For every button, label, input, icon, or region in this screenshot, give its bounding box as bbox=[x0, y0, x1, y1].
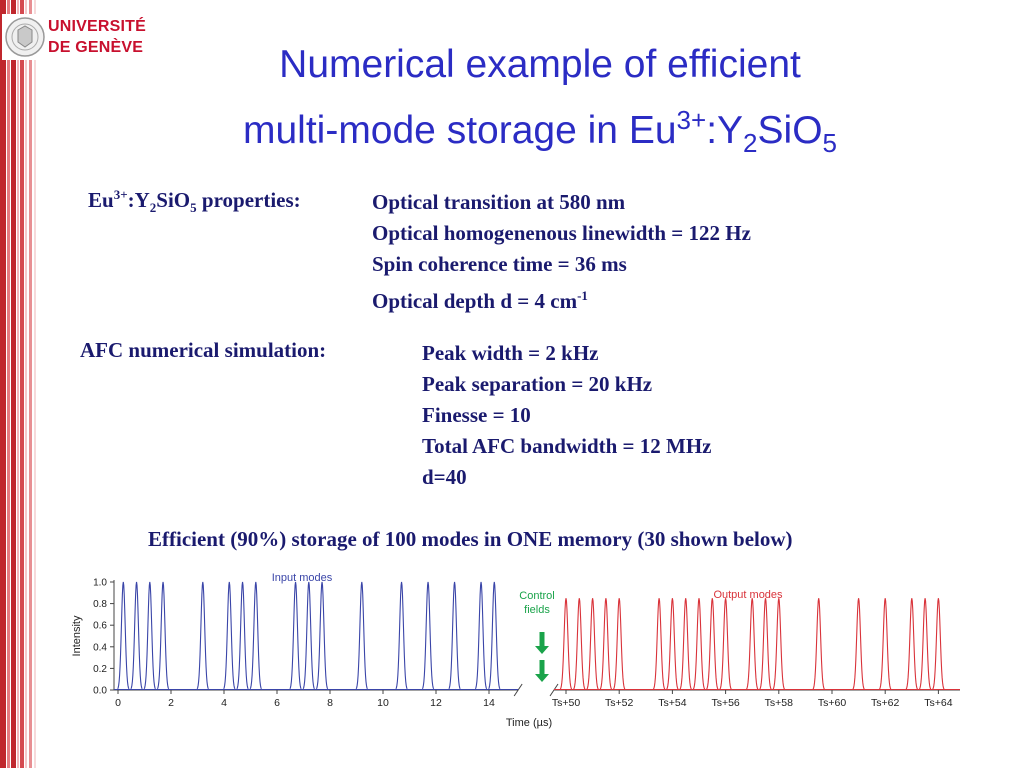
properties-list: Optical transition at 580 nm Optical hom… bbox=[372, 187, 751, 313]
x-tick-label: Ts+58 bbox=[765, 697, 793, 709]
output-modes-label: Output modes bbox=[713, 589, 783, 601]
x-axis-title: Time (µs) bbox=[506, 717, 552, 729]
x-tick-label: 4 bbox=[221, 697, 227, 709]
y-axis-title: Intensity bbox=[71, 615, 83, 656]
mode-peak bbox=[559, 598, 573, 690]
afc-item: Peak separation = 20 kHz bbox=[422, 372, 653, 396]
x-tick-label: 0 bbox=[115, 697, 121, 709]
mode-peak bbox=[302, 581, 315, 689]
control-field-arrow-icon bbox=[535, 632, 549, 654]
mode-peak bbox=[719, 598, 732, 690]
x-tick-label: 10 bbox=[377, 697, 389, 709]
storage-headline: Efficient (90%) storage of 100 modes in … bbox=[148, 527, 793, 551]
slide-title-line-1: Numerical example of efficient bbox=[279, 43, 801, 86]
control-fields-label-line1: Control bbox=[519, 590, 554, 602]
mode-peak bbox=[289, 581, 302, 689]
x-tick-label: Ts+60 bbox=[818, 697, 846, 709]
afc-item: Peak width = 2 kHz bbox=[422, 341, 599, 365]
slide-title-line-2: multi-mode storage in Eu3+:Y2SiO5 bbox=[242, 105, 837, 158]
mode-peak bbox=[905, 598, 918, 690]
afc-label: AFC numerical simulation: bbox=[80, 338, 327, 362]
input-modes-series bbox=[114, 581, 519, 690]
mode-peak bbox=[586, 598, 599, 690]
control-field-arrow-icon bbox=[535, 660, 549, 682]
input-modes-label: Input modes bbox=[272, 572, 333, 584]
control-fields-label-line2: fields bbox=[524, 604, 550, 616]
mode-peak bbox=[249, 581, 262, 689]
mode-peak bbox=[653, 598, 666, 690]
afc-list: Peak width = 2 kHz Peak separation = 20 … bbox=[422, 338, 712, 493]
mode-peak bbox=[573, 598, 586, 690]
mode-peak bbox=[706, 598, 719, 690]
afc-item: Finesse = 10 bbox=[422, 403, 531, 427]
x-tick-label: 12 bbox=[430, 697, 442, 709]
x-tick-label: Ts+56 bbox=[711, 697, 739, 709]
chart-series-layer bbox=[114, 581, 960, 690]
mode-peak bbox=[772, 598, 785, 690]
axis-break-mark bbox=[513, 683, 523, 697]
x-tick-label: 14 bbox=[483, 697, 495, 709]
x-tick-label: Ts+52 bbox=[605, 697, 633, 709]
y-tick-label: 0.2 bbox=[93, 664, 107, 675]
mode-peak bbox=[236, 581, 249, 689]
mode-peak bbox=[223, 581, 236, 689]
afc-item: Total AFC bandwidth = 12 MHz bbox=[422, 434, 712, 458]
property-item: Spin coherence time = 36 ms bbox=[372, 252, 627, 276]
y-tick-label: 0.0 bbox=[93, 686, 107, 697]
x-tick-label: Ts+64 bbox=[924, 697, 952, 709]
chart-labels-layer: 0.0 0.2 0.4 0.6 0.8 1.0 Intensity 0 2 4 6 8 10 12 14 Ts… bbox=[71, 572, 953, 729]
y-tick-label: 1.0 bbox=[93, 578, 107, 589]
mode-peak bbox=[395, 581, 408, 689]
mode-peak bbox=[879, 598, 892, 690]
logo-line-1: UNIVERSITÉ bbox=[48, 18, 147, 35]
x-tick-label: Ts+62 bbox=[871, 697, 899, 709]
mode-peak bbox=[448, 581, 461, 689]
mode-peak bbox=[932, 598, 945, 690]
y-tick-label: 0.8 bbox=[93, 599, 107, 610]
x-tick-label: 2 bbox=[168, 697, 174, 709]
mode-peak bbox=[488, 581, 501, 689]
mode-peak bbox=[692, 598, 706, 690]
mode-peak bbox=[315, 581, 329, 689]
mode-peak bbox=[852, 598, 865, 690]
x-tick-label: Ts+50 bbox=[552, 697, 580, 709]
mode-peak bbox=[759, 598, 772, 690]
mode-peak bbox=[355, 581, 368, 689]
mode-peak bbox=[599, 598, 612, 690]
mode-peak bbox=[613, 598, 626, 690]
mode-peak bbox=[196, 581, 209, 689]
decorative-side-stripes bbox=[0, 0, 44, 768]
mode-peak bbox=[143, 581, 156, 689]
mode-peak bbox=[117, 581, 130, 689]
x-tick-label: 6 bbox=[274, 697, 280, 709]
properties-label: Eu3+:Y2SiO5 properties: bbox=[88, 187, 301, 216]
mode-peak bbox=[919, 598, 932, 690]
mode-peak bbox=[130, 581, 143, 689]
property-item: Optical homogenenous linewidth = 122 Hz bbox=[372, 221, 751, 245]
y-tick-label: 0.6 bbox=[93, 621, 107, 632]
mode-peak bbox=[812, 598, 825, 690]
mode-peak bbox=[746, 598, 759, 690]
output-modes-series bbox=[554, 598, 960, 690]
x-tick-label: Ts+54 bbox=[658, 697, 686, 709]
mode-peak bbox=[679, 598, 692, 690]
logo-line-2: DE GENÈVE bbox=[48, 39, 144, 56]
university-logo: UNIVERSITÉ DE GENÈVE bbox=[2, 14, 150, 60]
mode-peak bbox=[156, 581, 170, 689]
y-tick-label: 0.4 bbox=[93, 642, 107, 653]
x-tick-label: 8 bbox=[327, 697, 333, 709]
property-item-optical-depth: Optical depth d = 4 cm-1 bbox=[372, 288, 588, 313]
property-item: Optical transition at 580 nm bbox=[372, 190, 626, 214]
mode-peak bbox=[474, 581, 488, 689]
university-seal-icon bbox=[5, 17, 45, 57]
afc-item: d=40 bbox=[422, 465, 467, 489]
mode-peak bbox=[666, 598, 679, 690]
intensity-time-chart: 0.0 0.2 0.4 0.6 0.8 1.0 Intensity 0 2 4 6 8 10 12 14 Ts… bbox=[71, 572, 960, 729]
mode-peak bbox=[421, 581, 435, 689]
